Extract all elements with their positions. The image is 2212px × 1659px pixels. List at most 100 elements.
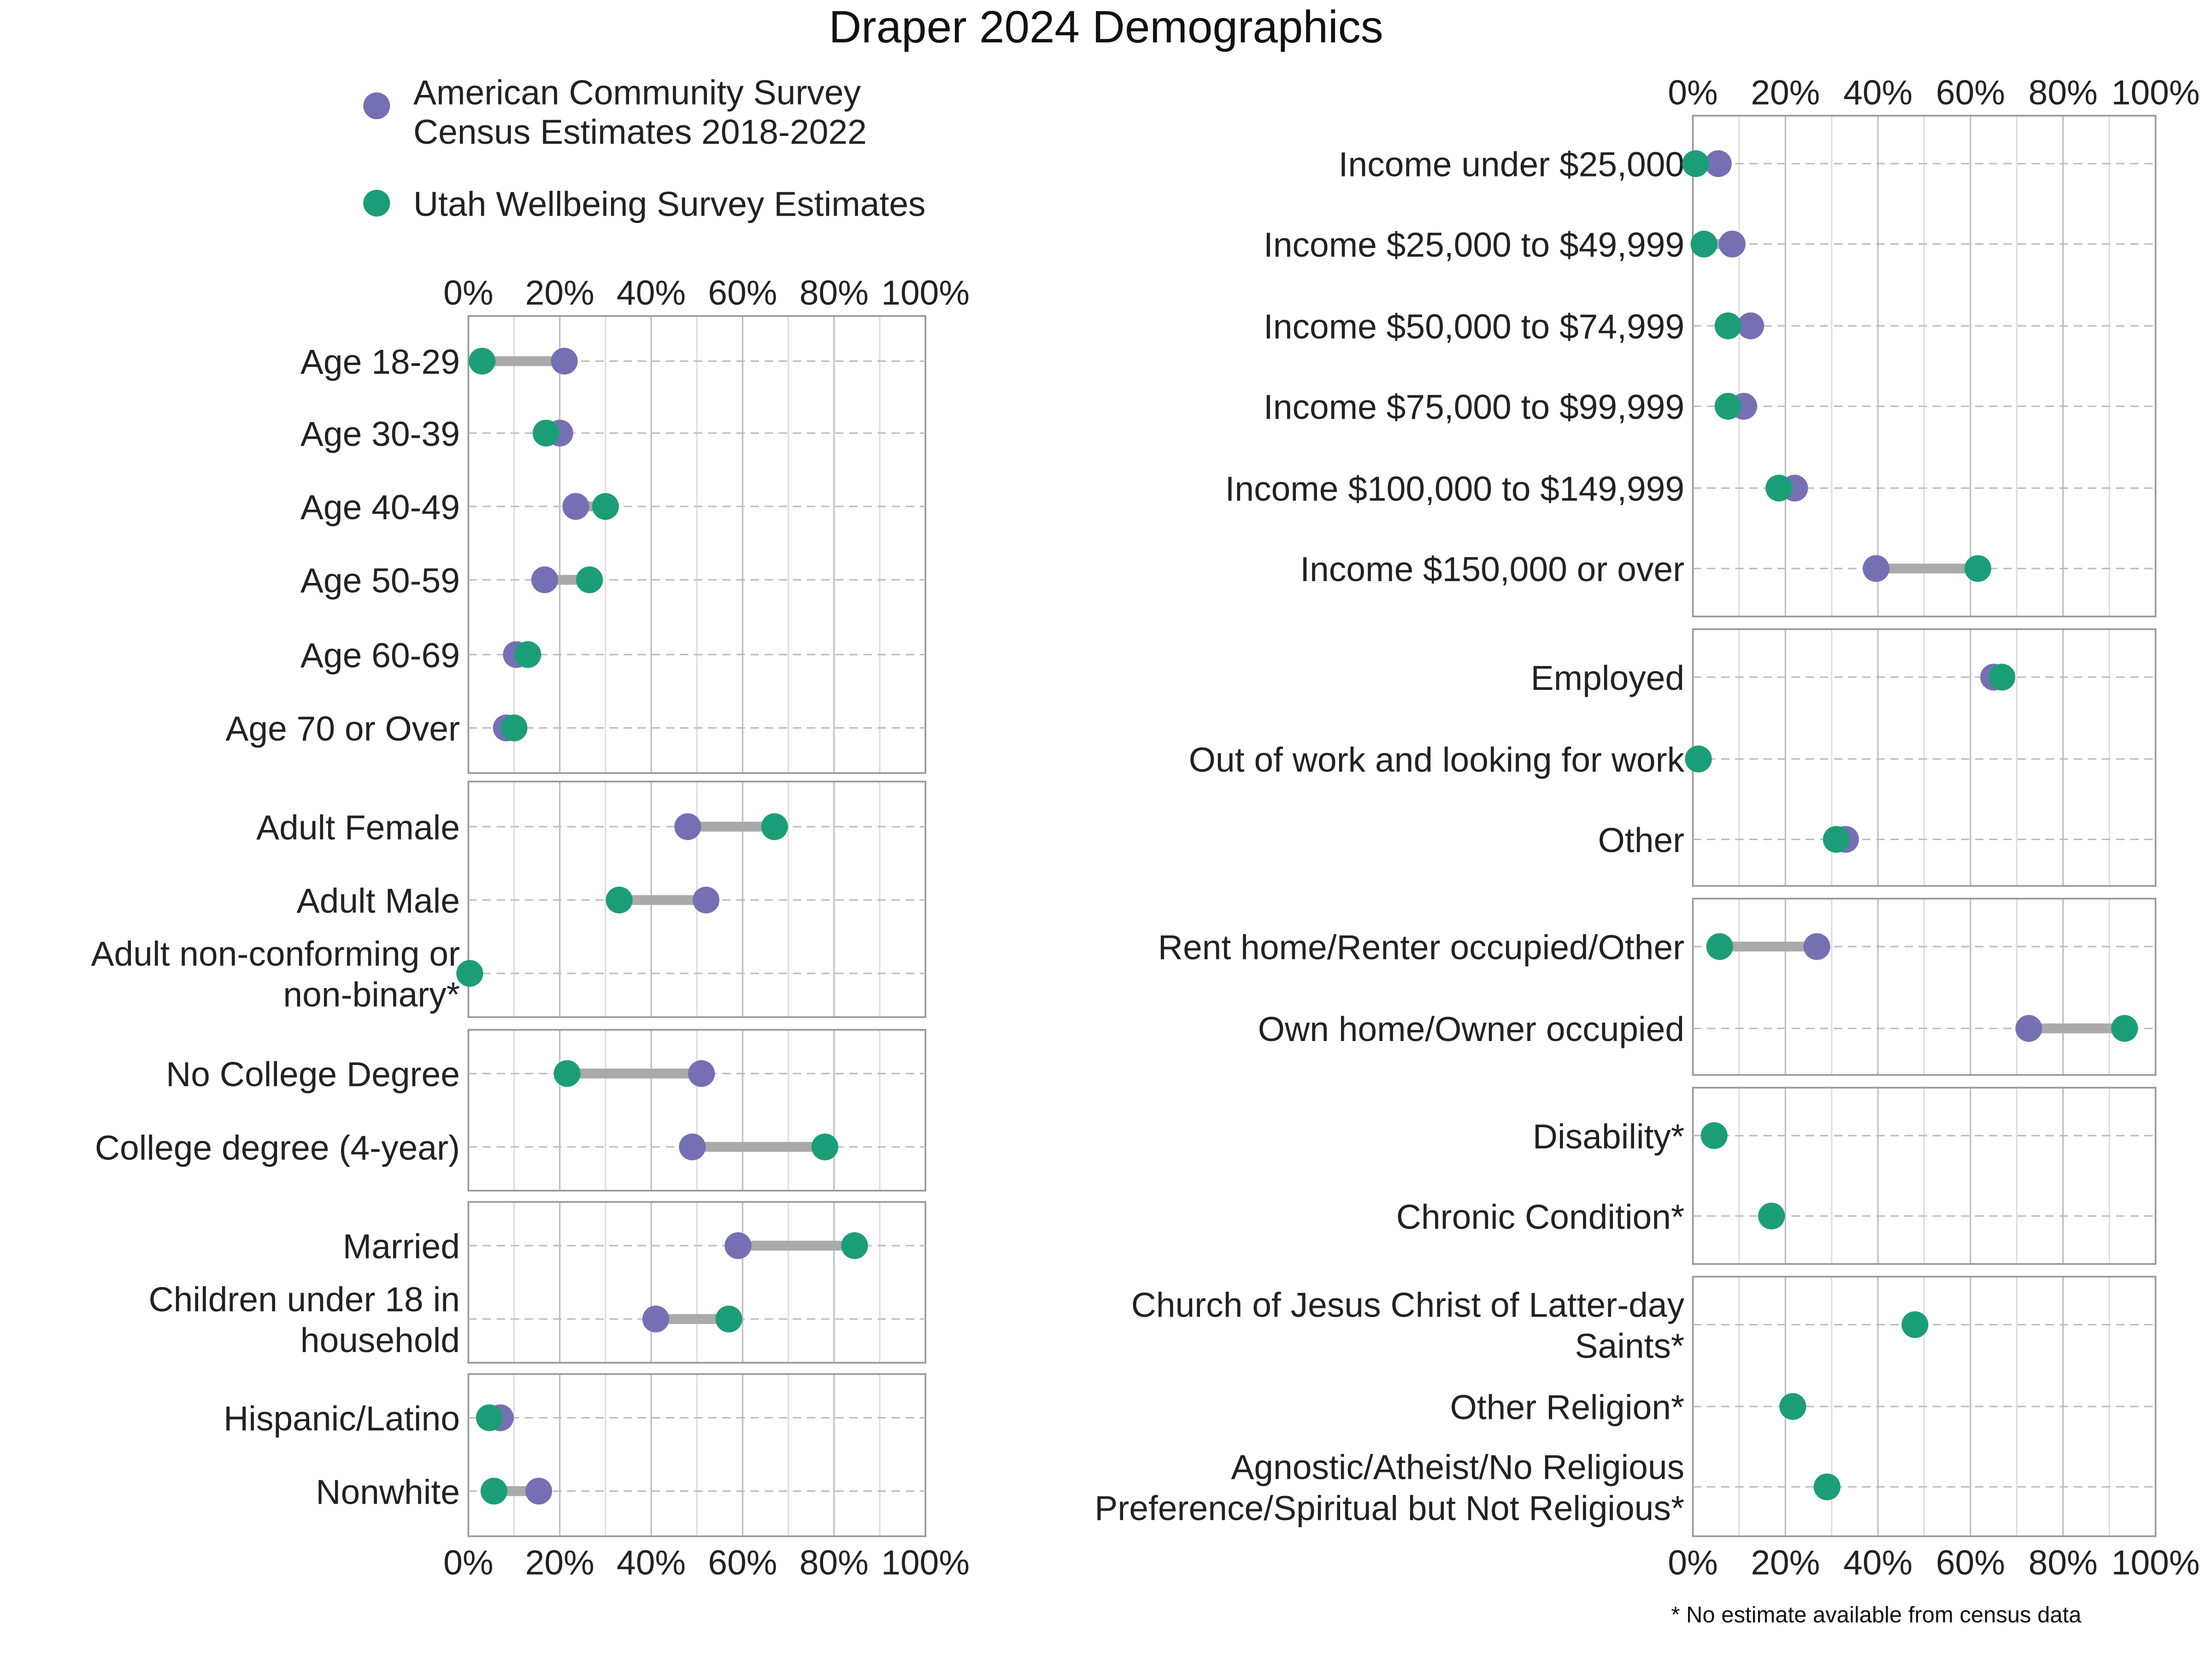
point-uws: [1690, 230, 1718, 258]
row-label: Adult Female: [256, 808, 460, 847]
row-label: Chronic Condition*: [1396, 1197, 1684, 1236]
panel: Adult Female Adult Male Adult non-conformi…: [91, 781, 926, 1018]
legend-label: Census Estimates 2018-2022: [413, 112, 867, 151]
point-uws: [1901, 1311, 1929, 1338]
x-tick-label: 60%: [1936, 73, 2005, 112]
point-uws: [1758, 1202, 1785, 1230]
point-uws: [476, 1404, 503, 1431]
point-uws: [606, 886, 633, 914]
x-tick-label: 20%: [525, 273, 594, 312]
x-tick-label: 40%: [617, 1543, 686, 1582]
point-uws: [715, 1306, 742, 1333]
point-acs: [693, 886, 720, 914]
x-tick-label: 80%: [2029, 73, 2098, 112]
point-acs: [1718, 230, 1746, 258]
row-label: Age 30-39: [300, 414, 460, 453]
x-tick-label: 80%: [800, 273, 869, 312]
x-tick-label: 40%: [1843, 73, 1912, 112]
point-acs: [2015, 1015, 2042, 1042]
point-uws: [1988, 664, 2016, 691]
row-label: College degree (4-year): [95, 1128, 460, 1167]
row-label: Income $100,000 to $149,999: [1225, 470, 1684, 508]
point-uws: [1682, 150, 1709, 177]
point-uws: [841, 1232, 868, 1259]
point-uws: [1685, 745, 1712, 773]
x-tick-label: 100%: [881, 273, 970, 312]
point-uws: [532, 419, 560, 447]
panel: Rent home/Renter occupied/Other Own home/…: [1158, 898, 2157, 1076]
x-tick-label: 40%: [617, 273, 686, 312]
point-uws: [576, 566, 603, 594]
footnote: * No estimate available from census data: [1671, 1602, 2082, 1627]
x-tick-label: 20%: [1751, 1543, 1820, 1582]
point-uws: [1779, 1393, 1806, 1420]
row-label: Married: [343, 1227, 460, 1266]
panel-frame: [467, 1029, 926, 1192]
x-tick-label: 100%: [2112, 73, 2200, 112]
row-label: Preference/Spiritual but Not Religious*: [1094, 1488, 1684, 1527]
row-label: Hispanic/Latino: [224, 1399, 460, 1438]
point-uws: [592, 493, 619, 520]
point-uws: [1964, 555, 1992, 582]
x-tick-label: 80%: [2029, 1543, 2098, 1582]
row-label: Adult non-conforming or: [91, 934, 460, 973]
point-uws: [469, 347, 496, 375]
x-tick-label: 0%: [443, 1543, 493, 1582]
row-label: Other: [1598, 821, 1685, 859]
panel-frame: [1692, 1087, 2157, 1265]
point-acs: [1863, 555, 1890, 582]
row-label: Age 18-29: [300, 342, 460, 381]
row-label: Church of Jesus Christ of Latter-day: [1131, 1286, 1685, 1324]
row-label: Saints*: [1575, 1326, 1684, 1365]
legend-label: Utah Wellbeing Survey Estimates: [413, 184, 926, 223]
row-label: Disability*: [1533, 1117, 1684, 1156]
x-tick-label: 100%: [2112, 1543, 2200, 1582]
point-acs: [1737, 312, 1765, 340]
panel-frame: [1692, 898, 2157, 1076]
point-acs: [551, 347, 578, 375]
row-label: Age 40-49: [300, 488, 460, 527]
point-uws: [2111, 1015, 2138, 1042]
panel: Disability* Chronic Condition*: [1396, 1087, 2157, 1265]
panel: Church of Jesus Christ of Latter-daySain…: [1094, 1276, 2157, 1537]
point-acs: [642, 1306, 670, 1333]
row-label: Income $50,000 to $74,999: [1264, 307, 1684, 346]
row-label: Age 50-59: [300, 561, 460, 600]
panel: No College Degree College degree (4-year): [95, 1029, 926, 1192]
point-uws: [480, 1477, 507, 1505]
point-uws: [1823, 826, 1850, 853]
row-label: Age 60-69: [300, 636, 460, 675]
x-tick-label: 60%: [1936, 1543, 2005, 1582]
point-uws: [456, 960, 483, 987]
point-uws: [761, 813, 788, 840]
row-label: Other Religion*: [1450, 1388, 1685, 1427]
legend-label: American Community Survey: [413, 73, 861, 112]
point-acs: [525, 1477, 553, 1505]
point-uws: [1714, 393, 1741, 420]
row-label: Income $75,000 to $99,999: [1264, 388, 1684, 426]
panel: Income under $25,000 Income $25,000 to $4…: [1225, 115, 2157, 618]
legend-marker-acs: [363, 92, 390, 119]
row-label: non-binary*: [283, 975, 460, 1014]
point-uws: [553, 1060, 581, 1087]
point-uws: [1813, 1473, 1841, 1500]
panel: Hispanic/Latino Nonwhite: [224, 1373, 926, 1537]
row-label: household: [300, 1321, 460, 1359]
point-acs: [679, 1133, 706, 1160]
point-acs: [562, 493, 589, 520]
point-uws: [514, 641, 541, 668]
row-label: Income $150,000 or over: [1300, 550, 1684, 588]
x-tick-label: 20%: [525, 1543, 594, 1582]
row-label: No College Degree: [166, 1055, 460, 1094]
point-uws: [1714, 312, 1741, 340]
x-tick-label: 80%: [800, 1543, 869, 1582]
legend-marker-uws: [363, 189, 390, 217]
x-tick-label: 20%: [1751, 73, 1820, 112]
row-label: Agnostic/Atheist/No Religious: [1231, 1448, 1684, 1487]
panel: Employed Out of work and looking for work…: [1189, 628, 2157, 887]
row-label: Adult Male: [297, 882, 460, 920]
row-label: Age 70 or Over: [225, 709, 460, 748]
row-label: Own home/Owner occupied: [1258, 1010, 1684, 1048]
